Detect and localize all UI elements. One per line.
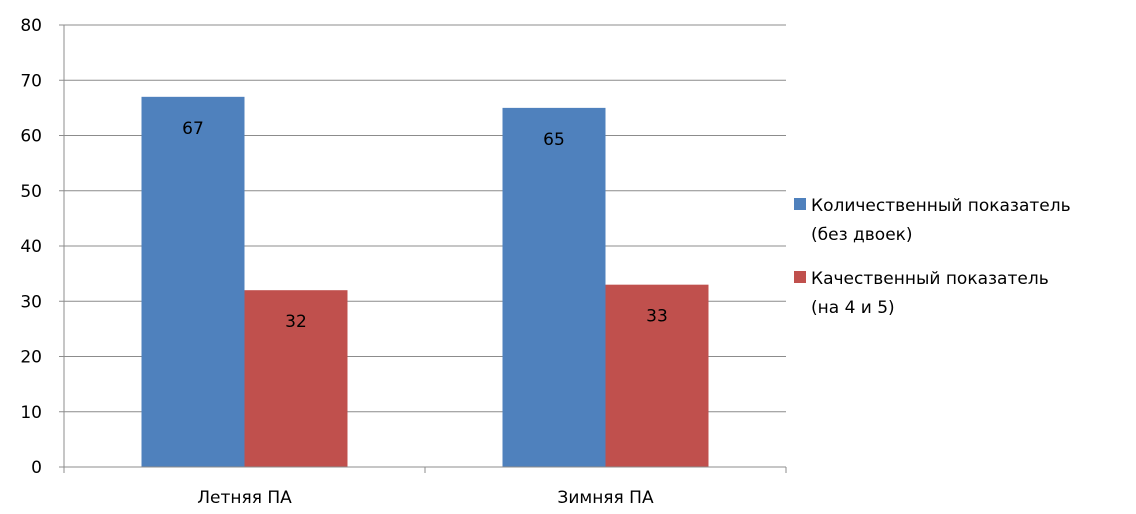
x-category-label: Летняя ПА xyxy=(197,488,292,508)
bar-value-label: 65 xyxy=(543,130,565,150)
bar xyxy=(244,290,348,467)
y-tick-label: 40 xyxy=(20,237,42,257)
legend: Количественный показатель (без двоек) Каче… xyxy=(794,196,1071,318)
x-category-label: Зимняя ПА xyxy=(557,488,654,508)
axes: 0 10 20 30 40 50 60 70 80 Летняя ПА Зимняя ПА xyxy=(20,16,787,508)
legend-swatch xyxy=(794,271,806,283)
bar xyxy=(141,96,245,467)
y-tick-label: 70 xyxy=(20,71,42,91)
y-tick-label: 50 xyxy=(20,182,42,202)
y-tick-label: 60 xyxy=(20,127,42,147)
y-tick-label: 20 xyxy=(20,348,42,368)
legend-label: (без двоек) xyxy=(811,225,913,245)
legend-label: (на 4 и 5) xyxy=(811,298,895,318)
data-labels: 67 32 65 33 xyxy=(182,119,668,332)
y-tick-label: 0 xyxy=(31,458,42,478)
legend-label: Количественный показатель xyxy=(811,196,1071,216)
legend-label: Качественный показатель xyxy=(811,269,1049,289)
bar-value-label: 33 xyxy=(646,307,668,327)
bar xyxy=(605,284,709,467)
bar xyxy=(502,107,606,467)
y-tick-label: 30 xyxy=(20,292,42,312)
bar-value-label: 67 xyxy=(182,119,204,139)
y-tick-label: 80 xyxy=(20,16,42,36)
bars xyxy=(141,96,709,467)
bar-value-label: 32 xyxy=(285,312,307,332)
legend-swatch xyxy=(794,198,806,210)
y-tick-label: 10 xyxy=(20,403,42,423)
